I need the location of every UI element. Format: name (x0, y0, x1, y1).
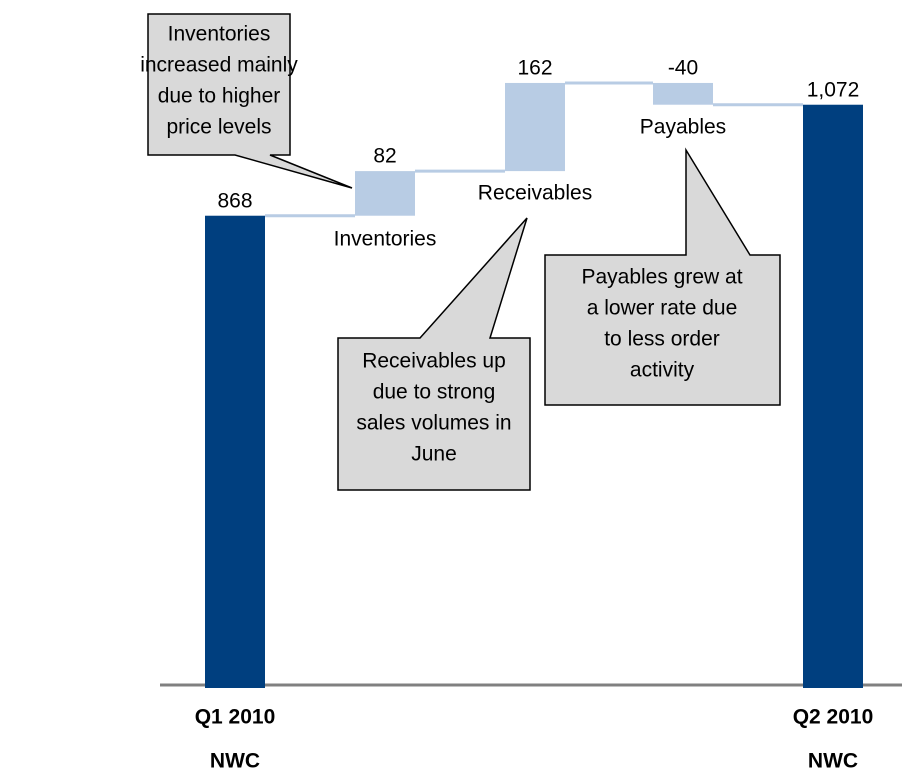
category-label: Payables (640, 116, 726, 139)
annotation-text: to less order (604, 328, 720, 351)
value-label: 162 (517, 57, 552, 80)
category-label: Receivables (478, 182, 592, 205)
x-tick-label: Q2 2010 (793, 706, 874, 729)
annotation-text: Payables grew at (581, 266, 742, 289)
x-tick-sublabel: NWC (808, 750, 858, 773)
delta-bar (355, 171, 415, 216)
annotation-text: Receivables up (362, 350, 506, 373)
value-label: 868 (217, 189, 252, 212)
annotation-text: due to higher (158, 85, 281, 108)
callout-box (147, 13, 353, 189)
annotation-text: June (411, 443, 457, 466)
callout-box (337, 217, 531, 491)
delta-bar (653, 82, 713, 105)
annotation-text: increased mainly (140, 54, 298, 77)
total-bar (803, 104, 863, 689)
x-tick-sublabel: NWC (210, 750, 260, 773)
delta-bar (505, 82, 565, 172)
annotation-text: due to strong (373, 381, 496, 404)
annotation-text: sales volumes in (356, 412, 511, 435)
x-tick-label: Q1 2010 (195, 706, 276, 729)
value-label: -40 (668, 57, 698, 80)
callout-box (544, 147, 781, 406)
annotation-text: price levels (166, 116, 271, 139)
total-bar (205, 215, 265, 689)
annotation-text: Inventories (168, 23, 271, 46)
value-label: 1,072 (807, 78, 860, 101)
category-label: Inventories (334, 228, 437, 251)
annotation-text: a lower rate due (587, 297, 738, 320)
value-label: 82 (373, 145, 396, 168)
annotation-text: activity (630, 359, 695, 382)
